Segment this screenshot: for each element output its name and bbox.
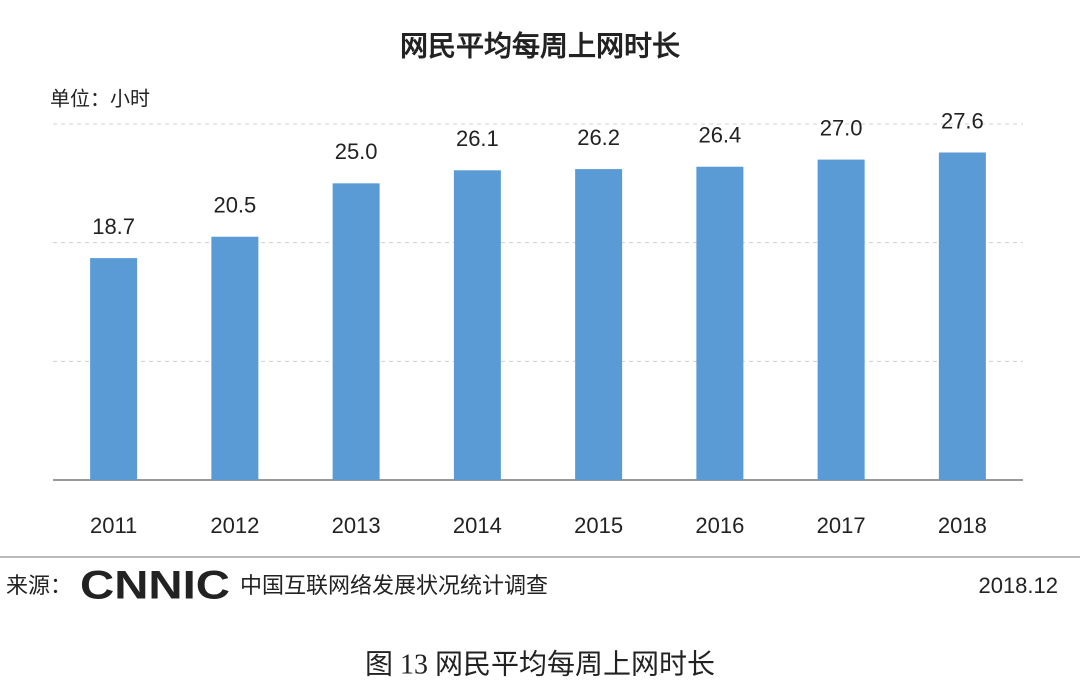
x-tick-label: 2012 (210, 513, 259, 538)
x-tick-label: 2017 (817, 513, 866, 538)
value-label: 26.2 (577, 125, 620, 150)
bar (453, 170, 501, 480)
bar (575, 169, 623, 481)
x-tick-label: 2011 (90, 513, 137, 538)
value-label: 18.7 (92, 214, 135, 239)
value-label: 27.0 (820, 115, 863, 140)
x-tick-label: 2014 (453, 513, 502, 538)
source-date: 2018.12 (978, 573, 1058, 598)
source-label: 来源： (6, 573, 72, 598)
source-organization: 中国互联网络发展状况统计调查 (240, 573, 548, 598)
caption: 图 13 网民平均每周上网时长 (365, 648, 715, 680)
bar (817, 159, 865, 480)
x-tick-label: 2015 (574, 513, 623, 538)
value-label: 26.4 (698, 123, 741, 148)
bar (332, 183, 380, 481)
x-tick-label: 2013 (332, 513, 381, 538)
bar (938, 152, 986, 481)
bar (90, 258, 138, 480)
bar (211, 236, 259, 480)
value-label: 25.0 (335, 139, 378, 164)
chart-title: 网民平均每周上网时长 (400, 29, 680, 61)
unit-label: 单位：小时 (50, 87, 150, 110)
value-label: 27.6 (941, 108, 984, 133)
value-label: 26.1 (456, 126, 499, 151)
x-tick-label: 2016 (695, 513, 744, 538)
x-tick-label: 2018 (938, 513, 987, 538)
bar (696, 166, 744, 480)
logo: CNNIC (80, 564, 230, 608)
value-label: 20.5 (213, 193, 256, 218)
